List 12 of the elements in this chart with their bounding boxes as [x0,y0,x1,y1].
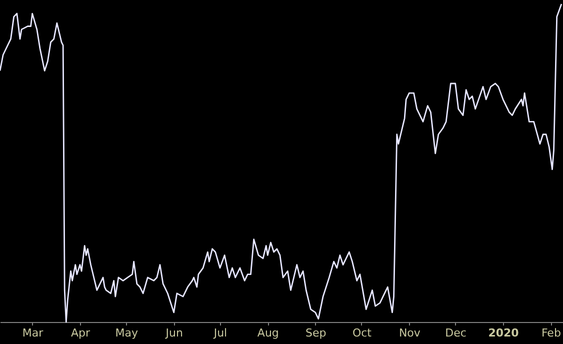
x-tick-label: 2020 [488,326,520,340]
x-tick-label: Jul [212,326,228,340]
x-tick-label: Sep [305,326,326,340]
x-tick-label: Feb [541,326,561,340]
x-tick-label: Oct [352,326,372,340]
x-tick-label: Dec [445,326,466,340]
x-tick-label: Apr [70,326,90,340]
x-tick-label: Mar [22,326,44,340]
x-tick-label: Nov [398,326,421,340]
x-tick-label: Jun [164,326,183,340]
x-tick-label: May [115,326,138,340]
x-tick-label: Aug [257,326,279,340]
